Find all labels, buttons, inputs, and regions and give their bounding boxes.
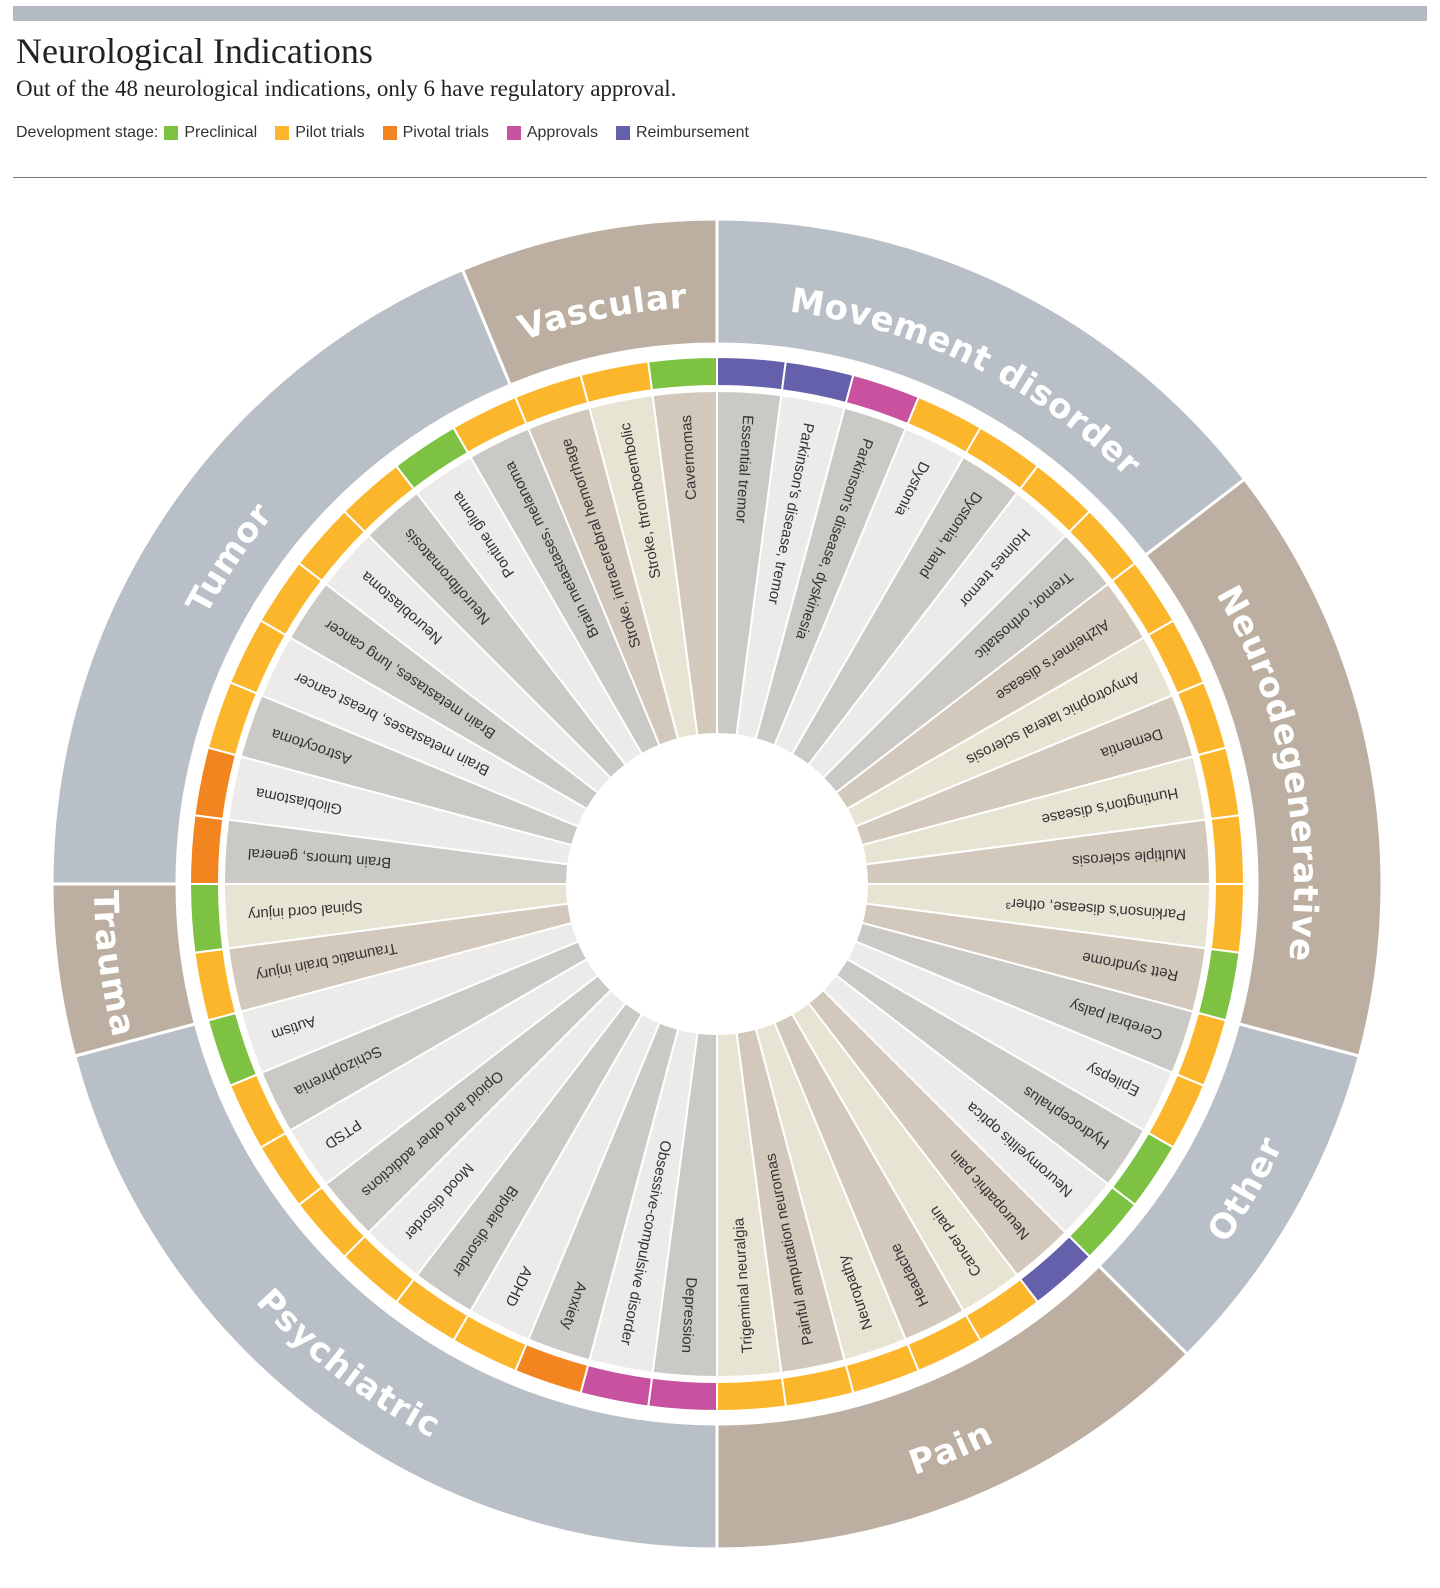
legend-item-reimbursement: Reimbursement (616, 124, 749, 142)
legend-swatch-reimbursement (616, 126, 630, 140)
stage-cell-trigeminal-neuralgia (716, 1376, 787, 1413)
legend-text-approvals: Approvals (526, 124, 598, 141)
legend-label: Development stage: (16, 124, 159, 141)
legend-text-pivotal: Pivotal trials (402, 124, 489, 141)
page-title: Neurological Indications (16, 31, 373, 71)
legend-item-pivotal: Pivotal trials (382, 124, 489, 142)
center-hole (567, 734, 867, 1034)
stage-cell-spinal-cord-injury (188, 883, 225, 954)
stage-cell-depression (647, 1376, 718, 1413)
legend-swatch-preclinical (164, 126, 179, 140)
legend-swatch-pilot (275, 126, 290, 140)
stage-cell-cavernomas (647, 355, 718, 392)
stage-cell-essential-tremor (716, 355, 787, 392)
legend-swatch-pivotal (382, 126, 397, 140)
group-band-vascular (460, 217, 719, 388)
legend-item-preclinical: Preclinical (164, 124, 257, 142)
legend-swatch-approvals (506, 126, 521, 140)
stage-cell-brain-tumors-general (188, 814, 225, 885)
page-subtitle: Out of the 48 neurological indications, … (16, 76, 677, 101)
indication-label: Cavernomas (678, 414, 701, 500)
legend-text-pilot: Pilot trials (295, 124, 365, 141)
stage-cell-parkinson-s-disease-other (1209, 883, 1246, 954)
stage-legend: Development stage: Preclinical Pilot tri… (16, 124, 767, 142)
top-rule-bar (13, 6, 1427, 21)
legend-item-pilot: Pilot trials (275, 124, 365, 142)
legend-text-reimbursement: Reimbursement (636, 124, 749, 141)
header-divider (13, 177, 1427, 178)
indication-label: Depression (678, 1277, 700, 1354)
legend-item-approvals: Approvals (506, 124, 598, 142)
legend-text-preclinical: Preclinical (184, 124, 258, 141)
stage-cell-multiple-sclerosis (1209, 814, 1246, 885)
